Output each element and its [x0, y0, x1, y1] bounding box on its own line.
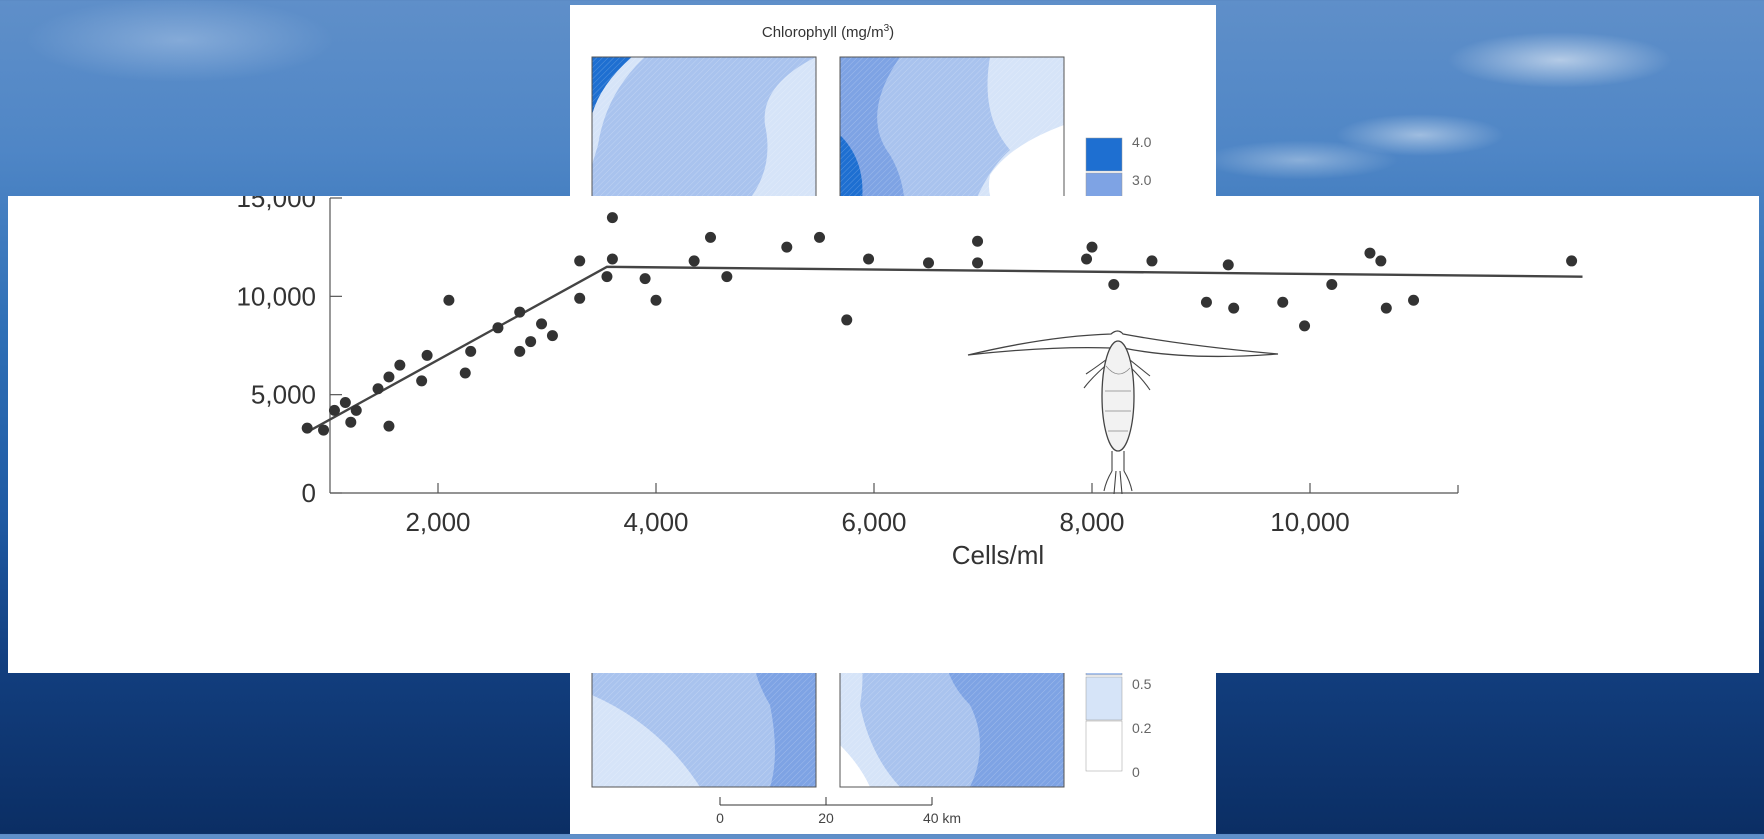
- legend-swatch-4-0: [1085, 137, 1123, 172]
- data-point: [606, 212, 618, 224]
- data-point: [1146, 255, 1158, 267]
- data-point: [1408, 294, 1420, 306]
- data-point: [781, 241, 793, 253]
- legend-label-0-5: 0.5: [1132, 676, 1152, 692]
- data-point: [841, 314, 853, 326]
- legend-swatch-0: [1085, 720, 1123, 772]
- data-points: [301, 212, 1578, 436]
- legend-label-4-0: 4.0: [1132, 134, 1152, 150]
- data-point: [814, 231, 825, 243]
- data-point: [1228, 302, 1240, 314]
- data-point: [606, 253, 618, 265]
- data-point: [536, 318, 548, 330]
- data-point: [1375, 255, 1387, 267]
- data-point: [639, 273, 651, 285]
- data-point: [1299, 320, 1311, 332]
- chart-axes: [329, 198, 1459, 494]
- scale-tick-0: 0: [716, 810, 724, 826]
- data-point: [514, 345, 526, 357]
- data-point: [705, 231, 716, 243]
- x-tick-label: 6,000: [841, 507, 906, 537]
- data-point: [1081, 253, 1093, 265]
- legend-label-0: 0: [1132, 764, 1140, 780]
- data-point: [492, 322, 504, 334]
- y-tick-label: 5,000: [251, 380, 316, 410]
- y-tick-label: 10,000: [236, 281, 316, 311]
- data-point: [972, 257, 984, 269]
- y-tick-label: 0: [302, 478, 316, 508]
- legend-label-0-2: 0.2: [1132, 720, 1152, 736]
- data-point: [525, 336, 537, 348]
- data-point: [1222, 259, 1234, 271]
- data-point: [416, 375, 428, 387]
- data-point: [328, 404, 340, 416]
- data-point: [465, 345, 477, 357]
- map-title: Chlorophyll (mg/m3): [762, 23, 894, 41]
- data-point: [1566, 255, 1578, 267]
- fit-line: [306, 265, 1583, 434]
- scatter-chart-panel: 0 5,000 10,000 15,000 2,000 4,000 6,000 8,000 10…: [8, 183, 1759, 673]
- data-point: [383, 371, 395, 383]
- data-point: [688, 255, 700, 267]
- data-point: [972, 235, 984, 247]
- data-point: [1364, 247, 1376, 259]
- legend-swatch-0-2: [1085, 676, 1123, 721]
- data-point: [421, 349, 433, 361]
- data-point: [443, 294, 455, 306]
- legend-label-3-0: 3.0: [1132, 172, 1152, 188]
- legend-swatch-3-0: [1085, 172, 1123, 198]
- data-point: [650, 294, 662, 306]
- data-point: [574, 255, 586, 267]
- copepod-illustration: [967, 330, 1279, 495]
- data-point: [350, 404, 362, 416]
- x-axis-label: Cells/ml: [952, 540, 1044, 570]
- chart-ticks: 0 5,000 10,000 15,000 2,000 4,000 6,000 8,000 10…: [236, 183, 1350, 537]
- data-point: [1086, 241, 1098, 253]
- x-tick-label: 4,000: [623, 507, 688, 537]
- map-scale-bar: 0 20 40 km: [716, 797, 961, 826]
- data-point: [318, 424, 330, 436]
- data-point: [721, 271, 733, 283]
- data-point: [394, 359, 406, 371]
- data-point: [1108, 279, 1120, 291]
- data-point: [459, 367, 471, 379]
- data-point: [372, 383, 384, 395]
- y-tick-label: 15,000: [236, 196, 316, 213]
- data-point: [863, 253, 875, 265]
- data-point: [301, 422, 313, 434]
- data-point: [339, 397, 351, 409]
- data-point: [1200, 296, 1212, 308]
- data-point: [383, 420, 395, 432]
- x-tick-label: 2,000: [405, 507, 470, 537]
- scatter-chart: 0 5,000 10,000 15,000 2,000 4,000 6,000 8,000 10…: [236, 183, 1583, 570]
- data-point: [1326, 279, 1338, 291]
- chart-labels: Cells/ml: [952, 540, 1044, 570]
- x-tick-label: 10,000: [1270, 507, 1350, 537]
- scale-tick-20: 20: [818, 810, 834, 826]
- scale-tick-40: 40 km: [923, 810, 961, 826]
- data-point: [1380, 302, 1392, 314]
- data-point: [1277, 296, 1289, 308]
- data-point: [514, 306, 526, 318]
- data-point: [601, 271, 613, 283]
- data-point: [345, 416, 357, 428]
- fit-line-group: [306, 265, 1583, 434]
- data-point: [923, 257, 934, 269]
- data-point: [574, 292, 586, 304]
- data-point: [546, 330, 558, 342]
- x-tick-label: 8,000: [1059, 507, 1124, 537]
